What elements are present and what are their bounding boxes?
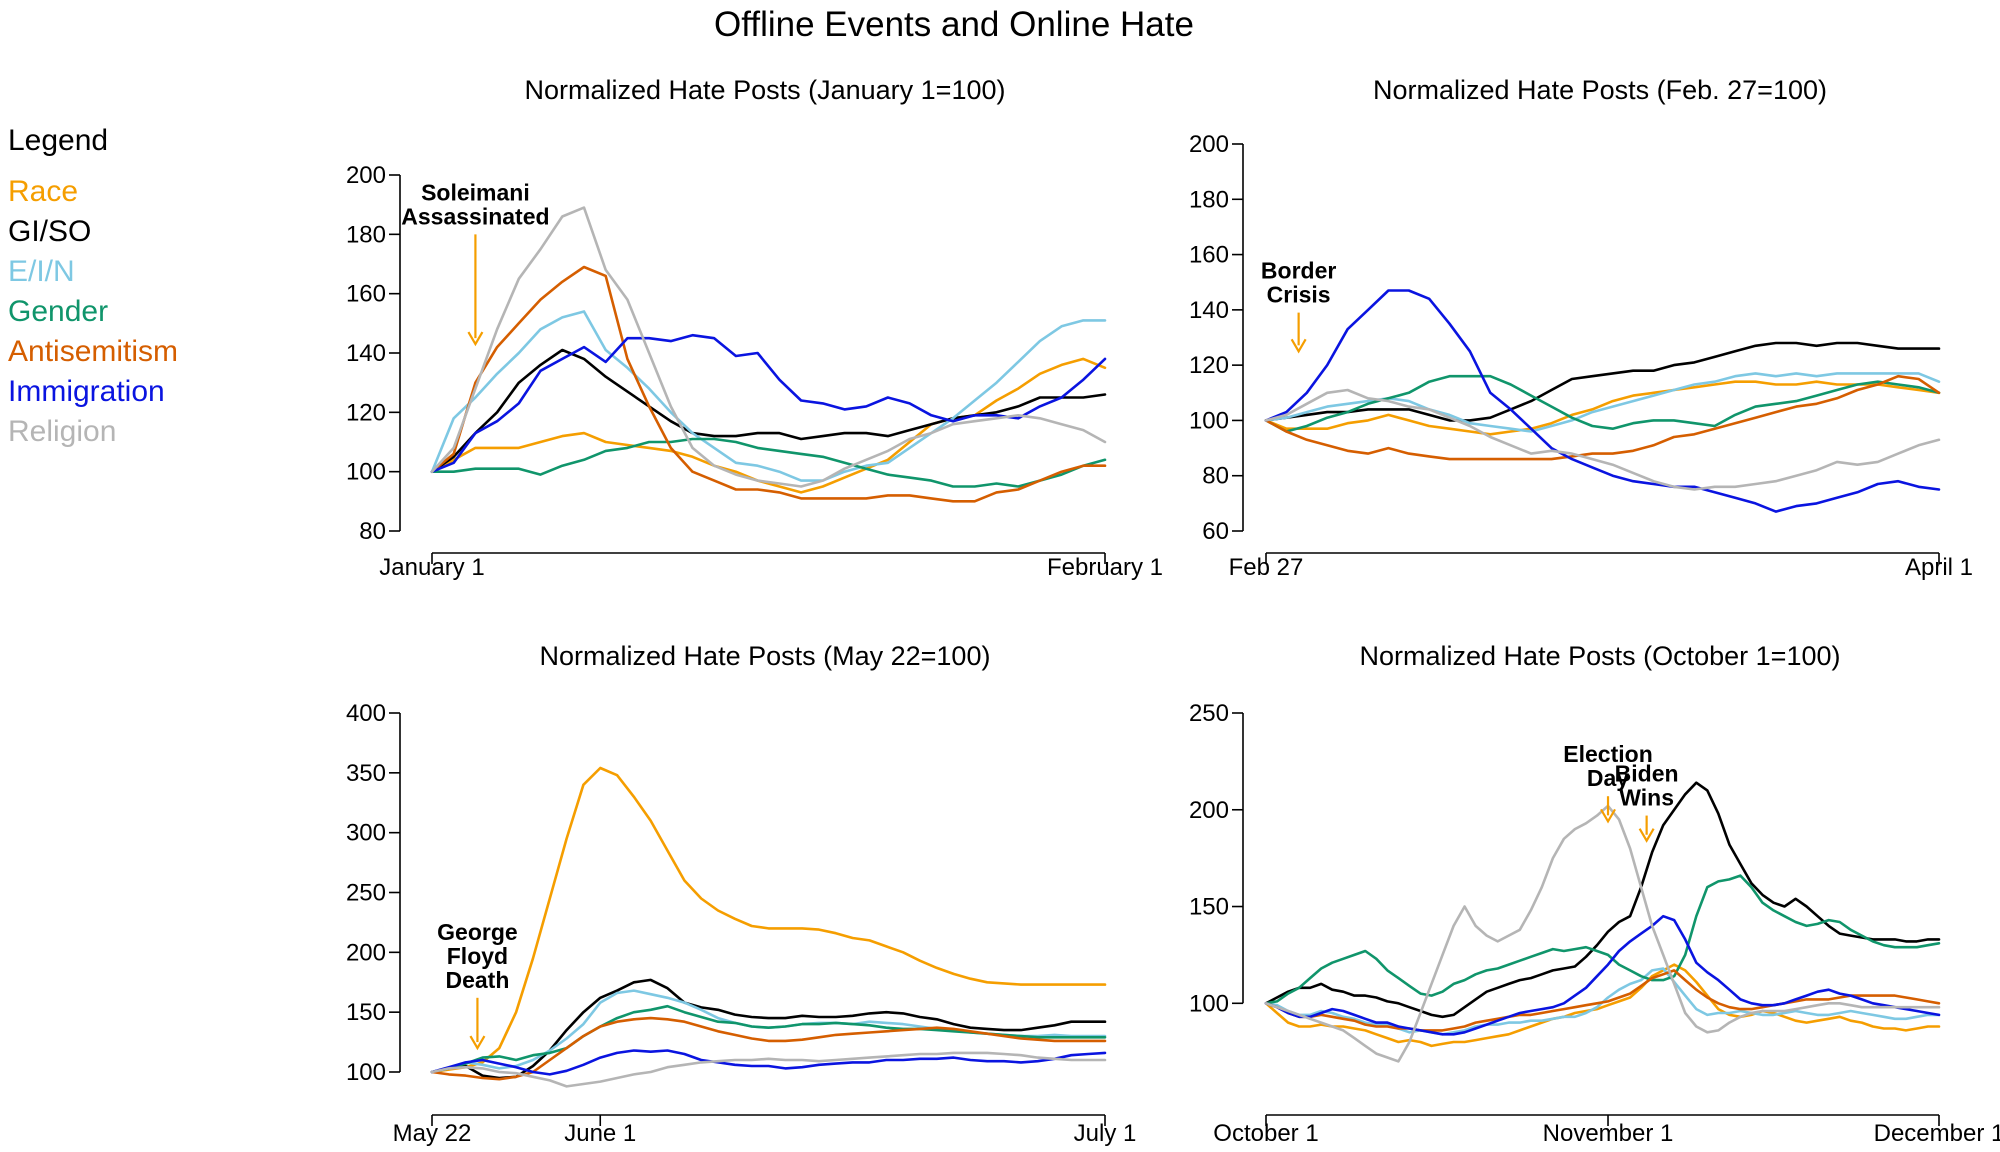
y-tick-label: 200	[1189, 131, 1229, 158]
series-line-gi-so	[1264, 341, 1941, 422]
panel-title: Normalized Hate Posts (January 1=100)	[525, 75, 1006, 105]
y-tick-label: 350	[346, 760, 386, 787]
y-tick-label: 150	[1189, 894, 1229, 921]
series-line-gi-so	[430, 978, 1107, 1080]
y-tick-label: 120	[1189, 352, 1229, 379]
series-line-immigration	[430, 1049, 1107, 1076]
legend-item-immigration: Immigration	[8, 375, 165, 408]
y-tick-label: 200	[346, 162, 386, 189]
series-line-antisemitism	[1264, 374, 1941, 461]
series-line-immigration	[1264, 914, 1941, 1036]
y-tick-label: 120	[346, 399, 386, 426]
annotation-arrowhead	[1600, 808, 1616, 824]
y-tick-label: 160	[1189, 242, 1229, 269]
annotation-arrowhead	[1638, 828, 1655, 843]
annotation-arrowhead	[467, 331, 484, 347]
annotation-label: Death	[445, 967, 509, 993]
series-line-race	[1264, 380, 1941, 436]
annotation-label: Day	[1587, 765, 1629, 791]
y-tick-label: 80	[1202, 463, 1229, 490]
panel-title: Normalized Hate Posts (May 22=100)	[540, 641, 991, 671]
series-line-e-i-n	[1264, 372, 1941, 433]
x-tick-label: January 1	[379, 554, 484, 581]
x-tick-label: May 22	[393, 1120, 472, 1147]
y-tick-label: 100	[1189, 990, 1229, 1017]
legend-item-e-i-n: E/I/N	[8, 255, 75, 288]
y-tick-label: 140	[1189, 297, 1229, 324]
legend-item-race: Race	[8, 175, 78, 208]
x-tick-label: April 1	[1905, 554, 1973, 581]
x-tick-label: October 1	[1213, 1120, 1318, 1147]
y-tick-label: 80	[359, 518, 386, 545]
panel-title: Normalized Hate Posts (October 1=100)	[1360, 641, 1841, 671]
series-line-religion	[430, 206, 1107, 488]
annotation-label: Soleimani	[421, 179, 530, 205]
annotation-label: Assassinated	[401, 203, 549, 229]
annotation-arrowhead	[469, 1035, 486, 1051]
x-tick-label: July 1	[1074, 1120, 1137, 1147]
series-line-immigration	[1264, 289, 1941, 513]
series-line-gender	[1264, 374, 1941, 433]
x-tick-label: February 1	[1047, 554, 1163, 581]
x-tick-label: December 1	[1874, 1120, 2000, 1147]
panel-1: Normalized Hate Posts (January 1=100) 80 1…	[346, 75, 1163, 581]
series-line-e-i-n	[430, 310, 1107, 482]
series-line-gender	[1264, 874, 1941, 1005]
legend-item-antisemitism: Antisemitism	[8, 335, 178, 368]
annotation-label: Crisis	[1267, 282, 1331, 308]
series-line-race	[430, 766, 1107, 1074]
legend-title: Legend	[8, 124, 108, 157]
y-tick-label: 60	[1202, 518, 1229, 545]
y-tick-label: 300	[346, 820, 386, 847]
x-tick-label: Feb 27	[1229, 554, 1304, 581]
y-tick-label: 160	[346, 281, 386, 308]
legend-item-religion: Religion	[8, 415, 116, 448]
y-tick-label: 200	[346, 939, 386, 966]
series-line-gi-so	[430, 348, 1107, 474]
y-tick-label: 250	[1189, 700, 1229, 727]
y-tick-label: 400	[346, 700, 386, 727]
y-tick-label: 180	[346, 221, 386, 248]
annotation-label: Election	[1563, 741, 1652, 767]
y-tick-label: 250	[346, 880, 386, 907]
panel-title: Normalized Hate Posts (Feb. 27=100)	[1373, 75, 1827, 105]
annotation-arrowhead	[1290, 338, 1307, 354]
y-tick-label: 140	[346, 340, 386, 367]
annotation-label: Biden	[1615, 761, 1679, 787]
panels: Normalized Hate Posts (January 1=100) 80 1…	[346, 75, 2000, 1147]
series-line-gender	[430, 437, 1107, 488]
annotation-label: Floyd	[447, 943, 508, 969]
x-tick-label: November 1	[1543, 1120, 1674, 1147]
series-line-race	[430, 357, 1107, 494]
y-tick-label: 180	[1189, 186, 1229, 213]
series-line-religion	[430, 1051, 1107, 1088]
legend-item-gi-so: GI/SO	[8, 215, 91, 248]
legend: Legend Race GI/SO E/I/N Gender Antisemitism I…	[8, 124, 178, 448]
annotation-label: Wins	[1619, 785, 1674, 811]
main-title: Offline Events and Online Hate	[714, 5, 1194, 44]
legend-item-gender: Gender	[8, 295, 108, 328]
y-tick-label: 100	[1189, 407, 1229, 434]
y-tick-label: 100	[346, 1059, 386, 1086]
panel-3: Normalized Hate Posts (May 22=100) 100 150…	[346, 641, 1136, 1147]
series-line-antisemitism	[430, 265, 1107, 503]
y-tick-label: 100	[346, 459, 386, 486]
panel-4: Normalized Hate Posts (October 1=100) 100…	[1189, 641, 2000, 1147]
y-tick-label: 200	[1189, 797, 1229, 824]
series-line-gi-so	[1264, 781, 1941, 1019]
x-tick-label: June 1	[564, 1120, 636, 1147]
series-line-religion	[1264, 388, 1941, 491]
annotation-label: George	[437, 919, 518, 945]
series-line-immigration	[430, 333, 1107, 474]
series-line-race	[1264, 963, 1941, 1048]
y-tick-label: 150	[346, 999, 386, 1026]
panel-2: Normalized Hate Posts (Feb. 27=100) 60 80 1…	[1189, 75, 1973, 581]
series-line-antisemitism	[1264, 969, 1941, 1032]
series-line-antisemitism	[430, 1016, 1107, 1081]
annotation-label: Border	[1261, 258, 1336, 284]
